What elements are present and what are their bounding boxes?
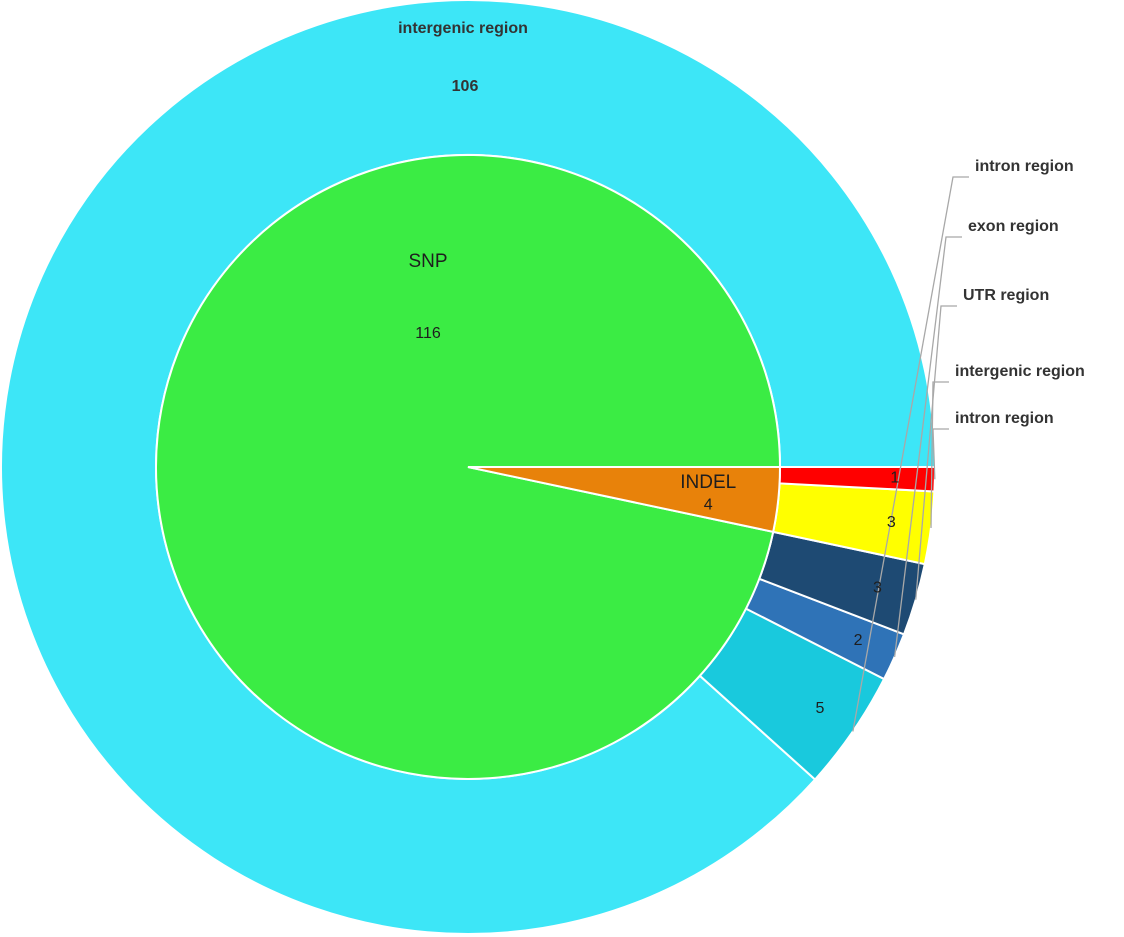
label-outer-2-intron-region-name: intron region (975, 158, 1074, 175)
inner-slice-indel (467, 466, 782, 534)
label-outer-3-exon-region-name: exon region (968, 218, 1059, 235)
label-outer-6-intron-region-name: intron region (955, 410, 1054, 427)
label-snp-name: SNP (408, 251, 447, 272)
label-outer-3-exon-region-value: 2 (854, 632, 863, 649)
leader-outer-2-intron-region (852, 176, 969, 732)
label-indel-name: INDEL (680, 472, 736, 493)
label-outer-4-utr-region-name: UTR region (963, 287, 1049, 304)
label-outer-2-intron-region-value: 5 (815, 700, 824, 717)
leader-lines (852, 176, 969, 732)
label-outer-5-intergenic-region-value: 3 (887, 514, 896, 531)
chart-labels: SNP 116 INDEL 4 intergenic region 106 5 2 3 3 1 int… (398, 20, 1085, 717)
label-outer-5-intergenic-region-name: intergenic region (955, 363, 1085, 380)
label-outer-6-intron-region-value: 1 (890, 469, 899, 486)
label-outer-1-intergenic-region-value: 106 (452, 78, 479, 95)
leader-outer-3-exon-region (893, 236, 962, 658)
label-outer-4-utr-region-value: 3 (873, 579, 882, 596)
leader-outer-6-intron-region (932, 428, 949, 480)
leader-outer-5-intergenic-region (930, 381, 949, 528)
label-indel-value: 4 (704, 496, 713, 513)
outer-ring (0, 0, 937, 935)
leader-outer-4-utr-region (915, 305, 957, 600)
label-snp-value: 116 (415, 325, 441, 342)
inner-pie (155, 154, 782, 780)
label-outer-1-intergenic-region-name: intergenic region (398, 20, 528, 37)
